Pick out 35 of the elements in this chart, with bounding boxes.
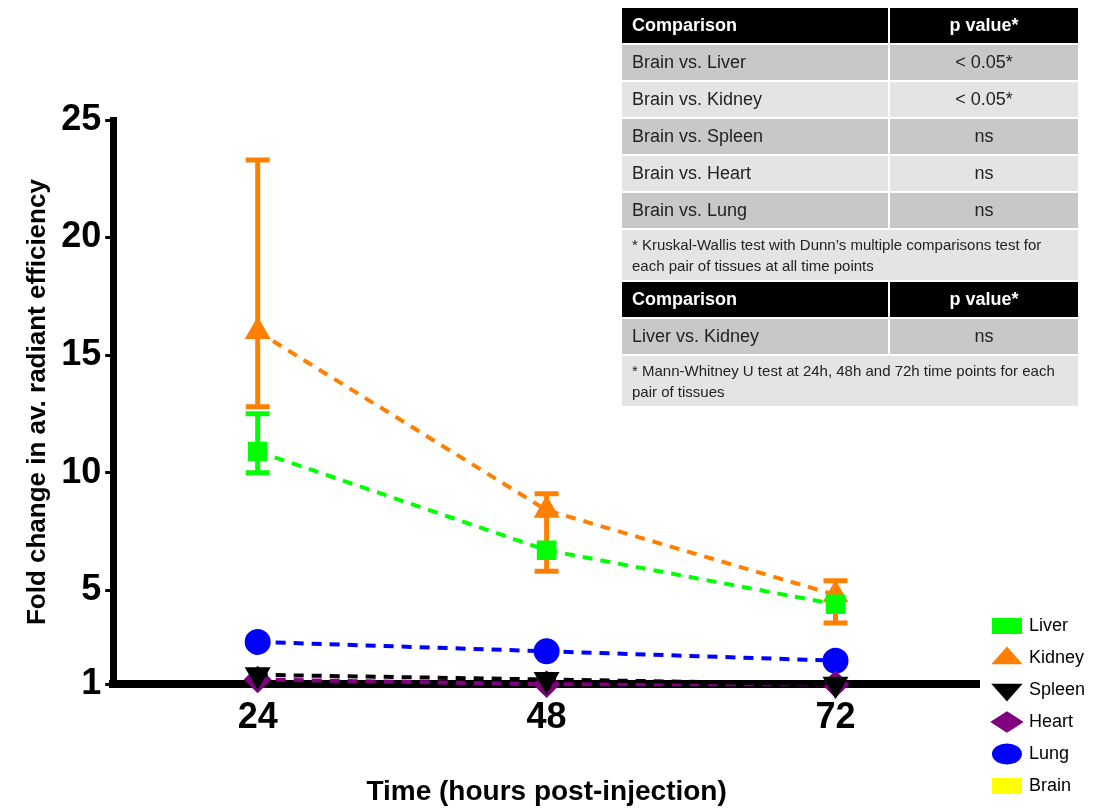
x-tick-label: 48 [526, 694, 567, 736]
x-axis-title: Time (hours post-injection) [366, 774, 727, 806]
legend-label: Kidney [1028, 646, 1084, 667]
y-tick-label: 15 [61, 332, 102, 374]
y-tick-label: 25 [61, 96, 102, 138]
y-axis-title: Fold change in av. radiant efficiency [20, 178, 51, 626]
text: p value* [949, 15, 1019, 35]
annotation: Liver vs. Kidney [622, 319, 888, 354]
annotation: ns [890, 119, 1078, 154]
annotation: * Mann-Whitney U test at 24h, 48h and 72h time points for each pair of tissues [622, 356, 1078, 406]
x-tick-label: 24 [237, 694, 278, 736]
y-tick-label: 10 [61, 449, 102, 491]
annotation: ns [890, 193, 1078, 228]
annotation: Brain vs. Heart [622, 156, 888, 191]
text: Comparison [632, 15, 738, 35]
legend-label: Liver [1028, 614, 1068, 635]
text: < 0.05* [955, 52, 1013, 72]
legend-label: Spleen [1028, 678, 1086, 699]
y-tick-label: 1 [81, 661, 102, 703]
legend-label: Heart [1028, 710, 1073, 731]
annotation: Brain vs. Spleen [622, 119, 888, 154]
annotation: * Kruskal-Wallis test with Dunn’s multiple comparisons test for each pair of tissues at all time points [622, 230, 1078, 280]
annotation: ns [890, 319, 1078, 354]
text: Brain vs. Liver [632, 52, 747, 72]
y-tick-label: 5 [81, 567, 102, 609]
annotation: Comparison [622, 282, 888, 317]
x-tick-label: 72 [815, 694, 856, 736]
y-tick-label: 20 [61, 214, 102, 256]
annotation: Brain vs. Lung [622, 193, 888, 228]
legend-label: Lung [1028, 742, 1069, 763]
annotation: ns [890, 156, 1078, 191]
annotation: p value* [890, 282, 1078, 317]
legend-label: Brain [1028, 774, 1071, 795]
text: Brain vs. Kidney [632, 89, 763, 109]
text: < 0.05* [955, 89, 1013, 109]
